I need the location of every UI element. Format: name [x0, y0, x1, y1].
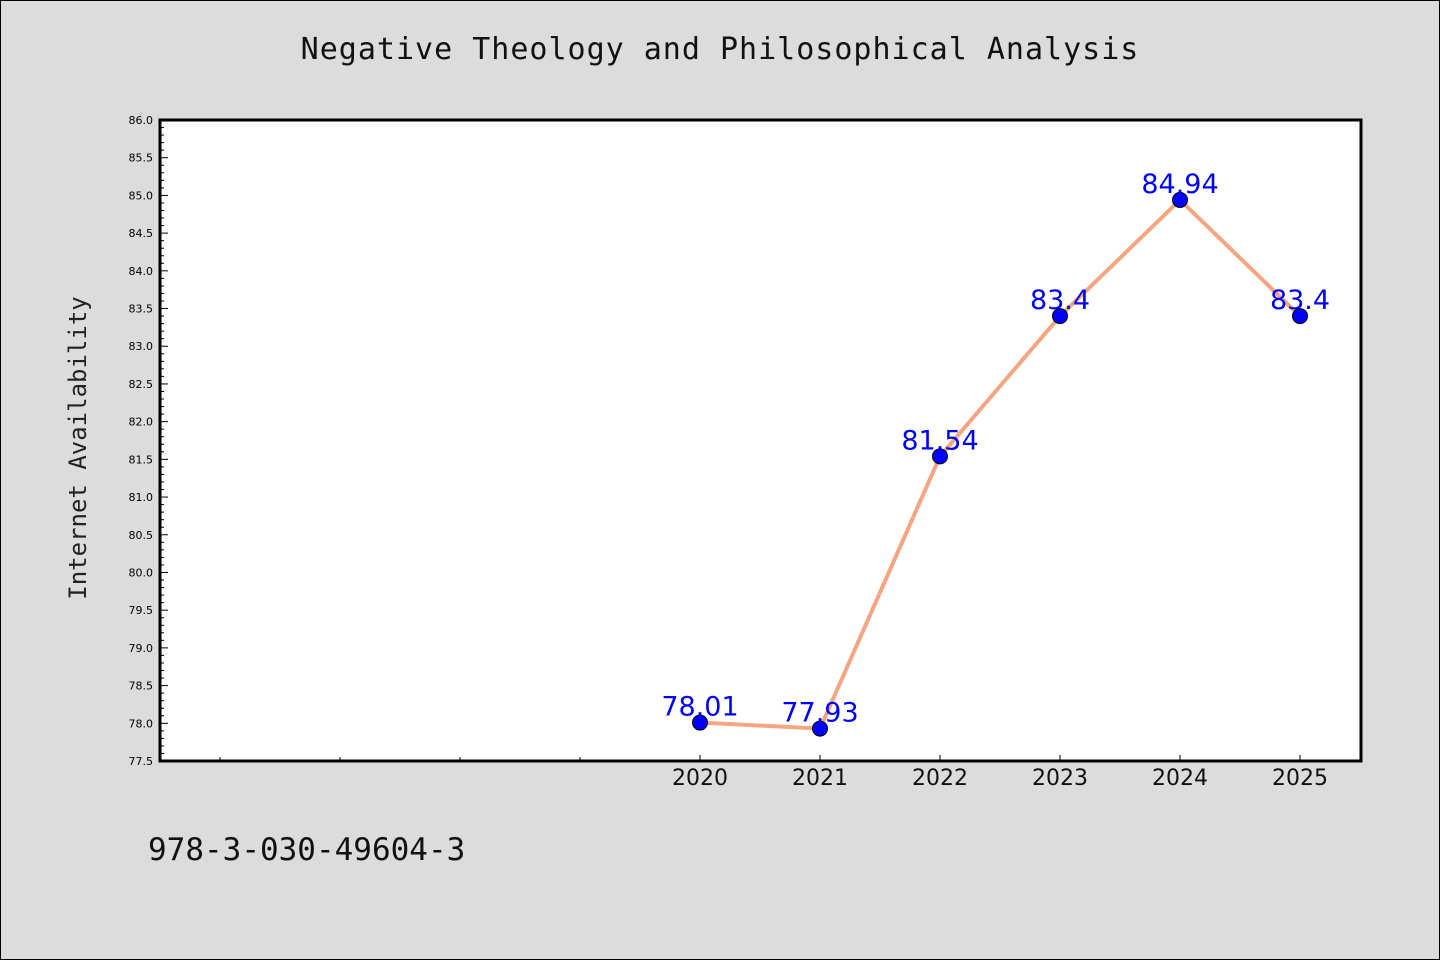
x-tick-label: 2022 — [912, 766, 968, 791]
x-tick-label: 2021 — [792, 766, 848, 791]
series-group: 78.01 77.93 81.54 83.4 84.94 83.4 — [661, 169, 1330, 737]
data-label: 83.4 — [1270, 285, 1330, 316]
data-point — [1292, 308, 1308, 325]
y-tick-label: 84.0 — [129, 265, 154, 278]
y-tick-label: 83.5 — [129, 303, 154, 316]
y-axis-ticks: 77.5 78.0 78.5 79.0 79.5 80.0 80.5 81.0 81.5 82.0… — [129, 114, 168, 768]
x-axis-ticks: 2020 2021 2022 2023 2024 2025 — [219, 755, 1328, 791]
y-tick-label: 83.0 — [129, 340, 154, 353]
y-tick-label: 79.0 — [129, 642, 154, 655]
x-tick-label: 2023 — [1032, 766, 1088, 791]
data-point — [812, 720, 828, 737]
y-tick-label: 78.5 — [129, 680, 154, 693]
y-tick-label: 84.5 — [129, 227, 154, 240]
y-tick-label: 81.5 — [129, 453, 154, 466]
y-tick-label: 85.0 — [129, 189, 154, 202]
plot-area — [158, 118, 1363, 763]
data-point — [932, 448, 948, 465]
data-label: 84.94 — [1141, 169, 1218, 200]
y-tick-label: 81.0 — [129, 491, 154, 504]
data-label: 83.4 — [1030, 285, 1090, 316]
isbn-code: 978-3-030-49604-3 — [148, 832, 466, 868]
data-label: 81.54 — [901, 425, 978, 456]
y-tick-label: 80.5 — [129, 529, 154, 542]
y-tick-label: 82.0 — [129, 416, 154, 429]
y-tick-label: 82.5 — [129, 378, 154, 391]
y-tick-label: 78.0 — [129, 717, 154, 730]
y-tick-label: 85.5 — [129, 152, 154, 165]
data-point — [692, 714, 708, 731]
y-axis-label: Internet Availability — [64, 296, 92, 599]
data-label: 77.93 — [781, 698, 858, 729]
y-tick-label: 86.0 — [129, 114, 154, 127]
x-tick-label: 2020 — [672, 766, 728, 791]
series-line — [699, 197, 1302, 731]
y-tick-label: 80.0 — [129, 566, 154, 579]
data-label: 78.01 — [661, 692, 738, 723]
x-tick-label: 2025 — [1272, 766, 1328, 791]
data-point — [1052, 308, 1068, 325]
data-point — [1172, 191, 1188, 208]
y-tick-label: 77.5 — [129, 755, 154, 768]
y-tick-label: 79.5 — [129, 604, 154, 617]
chart-title: Negative Theology and Philosophical Anal… — [300, 32, 1140, 67]
x-tick-label: 2024 — [1152, 766, 1208, 791]
